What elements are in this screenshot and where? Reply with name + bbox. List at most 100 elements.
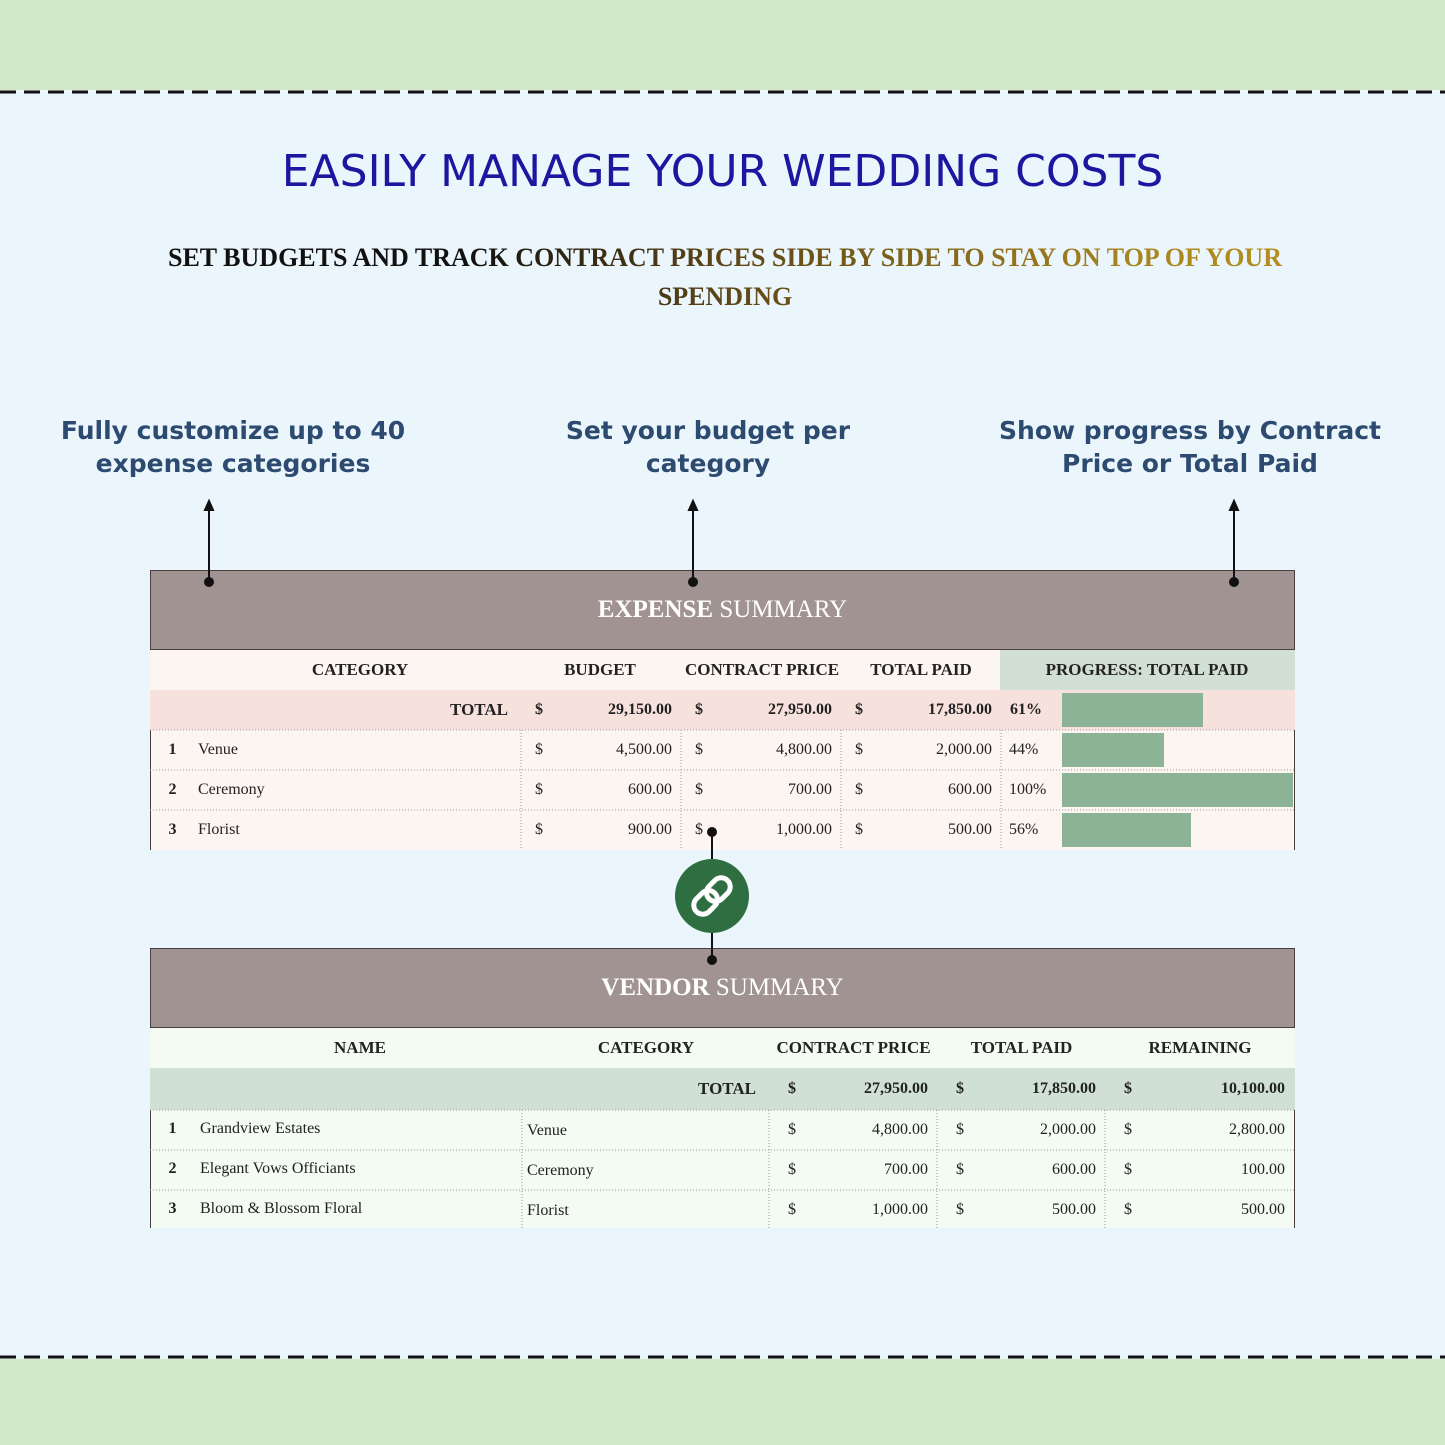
amount: 10,100.00 — [1221, 1080, 1285, 1097]
currency: $ — [535, 701, 543, 718]
column-header: CONTRACT PRICE — [684, 660, 840, 679]
currency: $ — [1124, 1161, 1132, 1178]
rows-area — [150, 1110, 1295, 1228]
bottom-band — [0, 1359, 1445, 1445]
subtitle: SET BUDGETS AND TRACK CONTRACT PRICES SI… — [140, 238, 1310, 316]
progress-bar — [1062, 693, 1203, 727]
currency: $ — [956, 1080, 964, 1097]
column-header: TOTAL PAID — [870, 660, 972, 679]
column-header: CATEGORY — [597, 1038, 695, 1057]
currency: $ — [695, 741, 703, 758]
currency: $ — [956, 1201, 964, 1218]
row-index: 2 — [168, 1160, 177, 1177]
amount: 600.00 — [628, 781, 672, 798]
currency: $ — [788, 1121, 796, 1138]
progress-bar — [1062, 813, 1192, 847]
progress-label: 56% — [1009, 821, 1039, 838]
currency: $ — [855, 781, 863, 798]
amount: 100.00 — [1241, 1161, 1285, 1178]
amount: 29,150.00 — [608, 701, 672, 718]
vendor-title: VENDOR SUMMARY — [150, 973, 1295, 1003]
category: Ceremony — [198, 781, 265, 798]
amount: 900.00 — [628, 821, 672, 838]
callout: Set your budget per category — [565, 416, 851, 478]
vendor-name: Grandview Estates — [200, 1120, 321, 1137]
link-icon — [675, 859, 749, 933]
total-label: TOTAL — [698, 1079, 756, 1098]
amount: 600.00 — [1052, 1161, 1096, 1178]
title-rest: SUMMARY — [719, 596, 848, 623]
column-header: PROGRESS: TOTAL PAID — [1045, 660, 1249, 679]
row-index: 3 — [168, 821, 177, 838]
vendor-name: Elegant Vows Officiants — [200, 1160, 356, 1177]
row-index: 1 — [168, 741, 177, 758]
row-index: 1 — [168, 1120, 177, 1137]
column-header: TOTAL PAID — [970, 1038, 1073, 1057]
currency: $ — [855, 701, 863, 718]
amount: 17,850.00 — [1032, 1080, 1096, 1097]
column-header: CONTRACT PRICE — [776, 1038, 931, 1057]
amount: 2,800.00 — [1229, 1121, 1285, 1138]
currency: $ — [1124, 1121, 1132, 1138]
title-bold: VENDOR — [601, 974, 710, 1001]
currency: $ — [695, 701, 703, 718]
amount: 17,850.00 — [928, 701, 992, 718]
amount: 1,000.00 — [776, 821, 832, 838]
currency: $ — [956, 1121, 964, 1138]
amount: 1,000.00 — [872, 1201, 928, 1218]
amount: 27,950.00 — [864, 1080, 928, 1097]
currency: $ — [1124, 1201, 1132, 1218]
progress-label: 100% — [1009, 781, 1047, 798]
currency: $ — [855, 741, 863, 758]
amount: 4,800.00 — [872, 1121, 928, 1138]
category: Ceremony — [527, 1162, 594, 1179]
category: Venue — [198, 741, 238, 758]
currency: $ — [535, 821, 543, 838]
amount: 500.00 — [1241, 1201, 1285, 1218]
amount: 2,000.00 — [936, 741, 992, 758]
column-header: NAME — [334, 1038, 386, 1057]
column-header: BUDGET — [564, 660, 636, 679]
column-header: REMAINING — [1148, 1038, 1252, 1057]
currency: $ — [855, 821, 863, 838]
currency: $ — [535, 741, 543, 758]
progress-label: 44% — [1009, 741, 1039, 758]
title-bold: EXPENSE — [597, 596, 714, 623]
total-row — [150, 1068, 1295, 1110]
amount: 700.00 — [788, 781, 832, 798]
link-glyph — [691, 875, 733, 917]
currency: $ — [1124, 1080, 1132, 1097]
amount: 2,000.00 — [1040, 1121, 1096, 1138]
category: Florist — [527, 1202, 569, 1219]
currency: $ — [956, 1161, 964, 1178]
progress-bar — [1062, 733, 1164, 767]
vendor-header-band — [150, 948, 1295, 1028]
amount: 500.00 — [1052, 1201, 1096, 1218]
title-rest: SUMMARY — [715, 974, 844, 1001]
category: Venue — [527, 1122, 567, 1139]
currency: $ — [695, 781, 703, 798]
amount: 500.00 — [948, 821, 992, 838]
row-index: 3 — [168, 1200, 177, 1217]
callout: Fully customize up to 40 expense categor… — [60, 416, 406, 478]
progress-header-cell — [1000, 650, 1295, 690]
currency: $ — [788, 1201, 796, 1218]
total-label: TOTAL — [450, 700, 508, 719]
progress-bar — [1062, 773, 1293, 807]
column-header-row — [150, 1028, 1295, 1068]
expense-title: EXPENSE SUMMARY — [150, 595, 1295, 625]
amount: 600.00 — [948, 781, 992, 798]
amount: 4,500.00 — [616, 741, 672, 758]
amount: 27,950.00 — [768, 701, 832, 718]
currency: $ — [788, 1161, 796, 1178]
column-header: CATEGORY — [311, 660, 409, 679]
callout: Show progress by Contract Price or Total… — [999, 416, 1381, 478]
amount: 4,800.00 — [776, 741, 832, 758]
currency: $ — [535, 781, 543, 798]
vendor-name: Bloom & Blossom Floral — [200, 1200, 363, 1217]
progress-label: 61% — [1010, 701, 1042, 718]
